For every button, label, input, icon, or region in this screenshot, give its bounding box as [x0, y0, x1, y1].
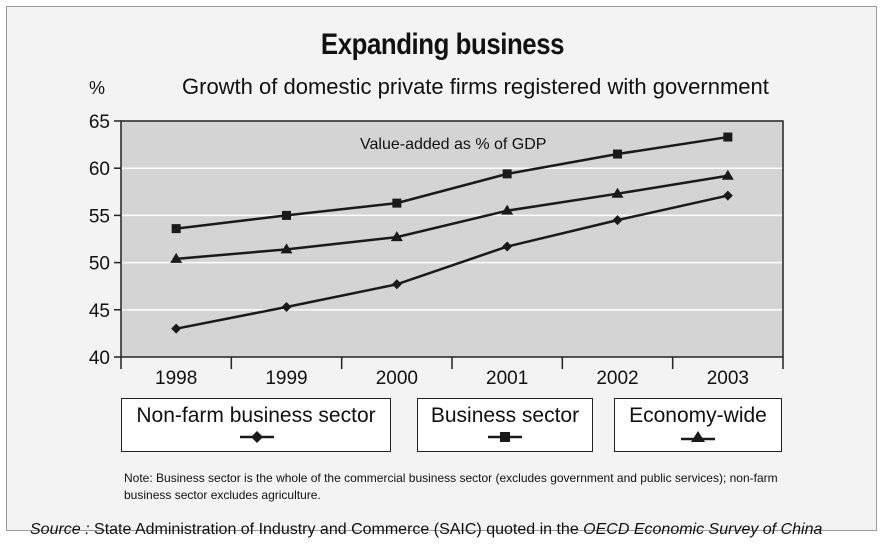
data-point-triangle	[611, 187, 624, 198]
square-marker-icon	[488, 432, 522, 442]
data-point-triangle	[390, 231, 403, 242]
data-point-square	[282, 210, 291, 220]
y-tick-label: 45	[89, 301, 110, 322]
legend-item-business-sector: Business sector	[417, 398, 593, 452]
chart-annotation: Value-added as % of GDP	[360, 136, 546, 153]
y-tick-label: 55	[89, 206, 110, 227]
x-tick-label: 2003	[707, 368, 749, 389]
y-tick-label: 65	[89, 112, 110, 133]
series-line	[175, 194, 729, 330]
x-tick-label: 2002	[596, 368, 638, 389]
x-tick-label: 2001	[486, 368, 528, 389]
data-point-triangle	[501, 204, 514, 215]
source-publication: OECD Economic Survey of China	[583, 521, 823, 538]
data-point-square	[171, 224, 181, 234]
x-tick-label: 2000	[376, 368, 418, 389]
data-point-diamond	[391, 279, 402, 290]
data-point-square	[613, 149, 622, 159]
x-tick-label: 1998	[155, 368, 197, 389]
data-point-square	[502, 169, 512, 179]
diamond-marker-icon	[240, 431, 274, 443]
data-point-diamond	[502, 241, 513, 252]
source-prefix: Source :	[30, 521, 90, 538]
y-tick-label: 60	[89, 159, 110, 180]
footnote: Note: Business sector is the whole of th…	[124, 471, 778, 502]
data-point-triangle	[280, 243, 293, 254]
series-line	[176, 135, 729, 230]
y-axis-unit-label: %	[89, 78, 106, 98]
data-point-triangle	[170, 252, 183, 263]
source-text: State Administration of Industry and Com…	[89, 521, 584, 538]
triangle-marker-icon	[681, 431, 715, 442]
chart-title: Expanding business	[320, 28, 565, 61]
legend-label: Business sector	[430, 404, 580, 427]
legend-label: Economy-wide	[629, 404, 767, 427]
data-point-triangle	[721, 169, 734, 180]
legend-label: Non-farm business sector	[136, 404, 376, 427]
legend-item-economy-wide: Economy-wide	[614, 398, 782, 452]
data-point-diamond	[281, 301, 292, 312]
data-point-diamond	[171, 323, 182, 334]
data-point-diamond	[722, 190, 733, 201]
x-tick-label: 1999	[265, 368, 307, 389]
y-tick-label: 50	[89, 254, 110, 275]
data-point-square	[723, 132, 733, 142]
y-tick-label: 40	[89, 348, 110, 369]
data-point-square	[392, 198, 402, 208]
legend-item-non-farm: Non-farm business sector	[121, 398, 391, 452]
series-line	[176, 174, 729, 261]
plot-area	[121, 121, 783, 357]
data-point-diamond	[612, 215, 623, 226]
source-line: Source : State Administration of Industr…	[30, 521, 822, 539]
chart-subtitle: Growth of domestic private firms registe…	[182, 74, 769, 99]
